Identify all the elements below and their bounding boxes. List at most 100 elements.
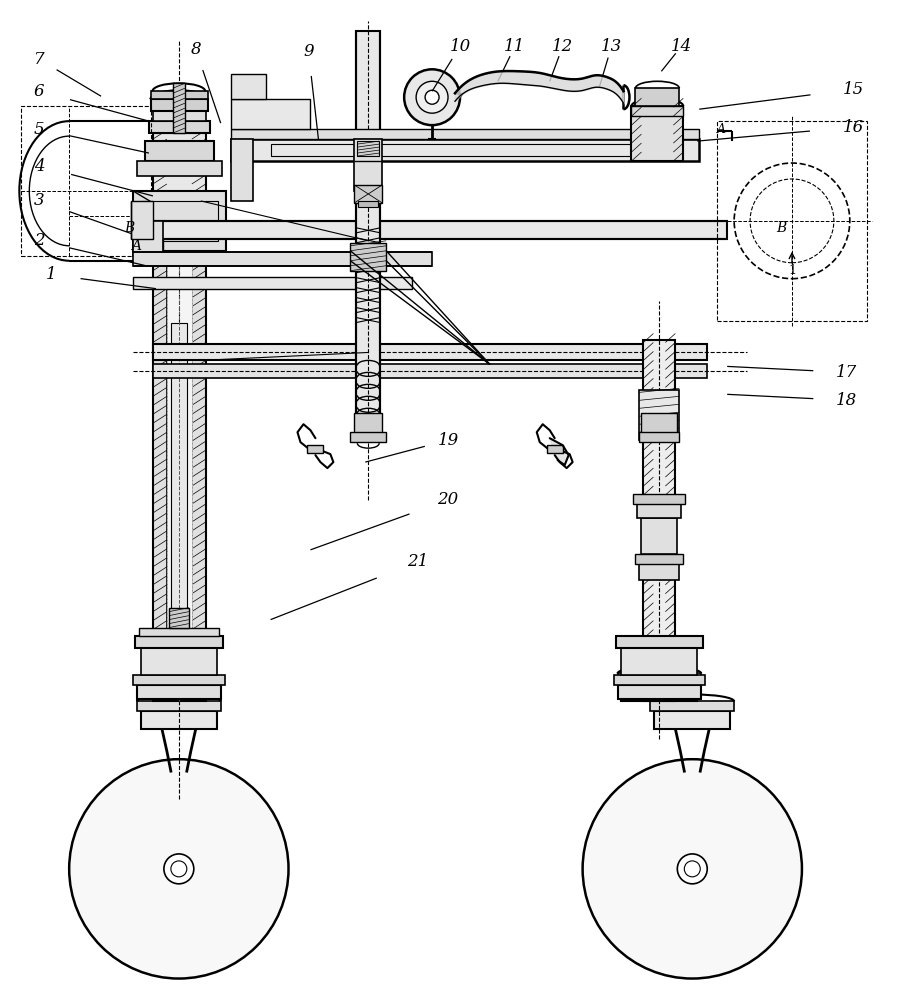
Bar [617,673,701,683]
Bar [613,675,704,685]
Bar [639,432,679,442]
Bar [353,413,382,435]
Bar [141,201,218,241]
Bar [356,31,380,420]
Text: 19: 19 [437,432,458,449]
Bar [630,106,682,161]
Circle shape [164,854,194,884]
Text: 14: 14 [670,38,691,55]
Bar [153,111,206,121]
Bar [131,201,153,239]
Text: A: A [131,239,141,253]
Text: 6: 6 [34,83,45,100]
Bar [353,185,382,203]
Bar [617,685,701,699]
Bar [357,141,379,156]
Bar [615,636,702,648]
Bar [639,564,679,580]
Text: 4: 4 [34,158,45,175]
Circle shape [170,861,187,877]
Bar [167,193,191,701]
Bar [350,432,385,442]
Bar [640,518,677,554]
Text: 21: 21 [407,553,428,570]
Text: 7: 7 [34,51,45,68]
Circle shape [683,861,700,877]
Bar [173,83,185,133]
Bar [133,221,163,256]
Text: 1: 1 [46,266,56,283]
Bar [137,685,220,699]
Text: 1: 1 [787,264,795,277]
Bar [150,99,208,111]
Text: A: A [716,123,725,136]
Bar [141,711,217,729]
Bar [635,88,679,106]
Bar [640,413,677,435]
Bar [271,144,659,156]
Bar [620,683,697,701]
Text: 15: 15 [843,81,864,98]
Text: 10: 10 [449,38,470,55]
Bar [230,74,265,99]
Circle shape [425,90,438,104]
Bar [138,628,219,636]
Bar [153,193,206,701]
Bar [133,221,726,239]
Bar [141,648,217,675]
Text: 3: 3 [34,192,45,209]
Bar [135,636,222,648]
Bar [620,648,697,675]
Text: 8: 8 [190,41,201,58]
Bar [133,675,224,685]
Bar [133,252,432,266]
Bar [137,161,221,176]
Text: 18: 18 [835,392,856,409]
Circle shape [582,759,801,979]
Bar [133,277,412,289]
Bar [170,323,187,681]
Bar [230,99,310,129]
Bar [191,193,206,701]
Bar [153,344,706,360]
Text: B: B [775,221,785,235]
Bar [230,139,252,201]
Bar [358,201,378,207]
Text: B: B [124,221,134,235]
Text: 11: 11 [504,38,525,55]
Bar [639,390,679,440]
Bar [169,608,189,628]
Bar [150,91,208,99]
Text: 12: 12 [551,38,573,55]
Text: 16: 16 [843,119,864,136]
Bar [153,133,206,193]
Text: 2: 2 [34,232,45,249]
Bar [153,193,167,701]
Bar [350,243,385,271]
Bar [353,139,382,191]
Bar [633,494,684,504]
Bar [654,711,730,729]
Text: 9: 9 [302,43,313,60]
Text: 13: 13 [600,38,621,55]
Bar [137,701,220,711]
Circle shape [677,854,706,884]
Bar [133,191,225,251]
Bar [153,364,706,378]
Text: 17: 17 [835,364,856,381]
Polygon shape [549,438,568,465]
Bar [307,445,323,453]
Bar [230,129,699,139]
Bar [716,121,865,321]
Text: 20: 20 [437,491,458,508]
Circle shape [69,759,288,979]
Circle shape [415,81,447,113]
Bar [650,701,733,711]
Bar [21,106,150,256]
Bar [230,139,699,161]
Bar [148,121,210,133]
Bar [630,106,682,116]
Bar [635,554,682,564]
Bar [637,504,681,518]
Bar [643,340,674,701]
